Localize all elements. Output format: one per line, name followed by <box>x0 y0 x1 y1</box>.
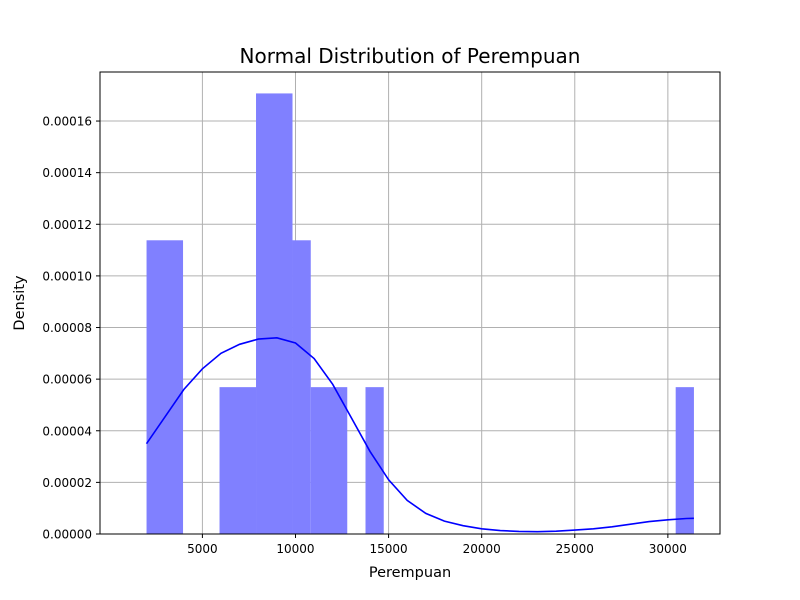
chart-title: Normal Distribution of Perempuan <box>240 44 581 68</box>
kde-curve-layer <box>145 336 694 533</box>
x-axis-label: Perempuan <box>369 565 451 581</box>
y-axis-label: Density <box>12 275 28 331</box>
histogram-bar <box>365 387 384 534</box>
y-tick-label: 0.00010 <box>42 269 92 283</box>
x-tick-label: 15000 <box>369 542 407 556</box>
y-tick-label: 0.00014 <box>42 166 92 180</box>
grid-layer <box>100 72 720 535</box>
y-tick-label: 0.00006 <box>42 373 92 387</box>
x-tick-label: 5000 <box>187 542 218 556</box>
histogram-bar <box>219 387 257 534</box>
histogram-bars <box>146 93 694 535</box>
plot-frame <box>99 71 721 535</box>
histogram-bar <box>256 93 293 534</box>
x-tick-label: 20000 <box>463 542 501 556</box>
y-tick-label: 0.00004 <box>42 424 92 438</box>
histogram-bar <box>292 240 311 535</box>
histogram-bar <box>310 387 348 534</box>
histogram-bar <box>675 387 694 534</box>
density-curve <box>145 336 694 533</box>
y-tick-label: 0.00002 <box>42 476 92 490</box>
y-tick-label: 0.00012 <box>42 218 92 232</box>
y-tick-label: 0.00000 <box>42 528 92 542</box>
ticks-layer: 5000 10000 15000 20000 25000 30000 0.00000 0.00… <box>42 115 687 556</box>
y-tick-label: 0.00008 <box>42 321 92 335</box>
y-tick-label: 0.00016 <box>42 115 92 129</box>
x-tick-label: 30000 <box>649 542 687 556</box>
x-tick-label: 10000 <box>276 542 314 556</box>
histogram-bar <box>146 240 184 535</box>
x-tick-label: 25000 <box>556 542 594 556</box>
